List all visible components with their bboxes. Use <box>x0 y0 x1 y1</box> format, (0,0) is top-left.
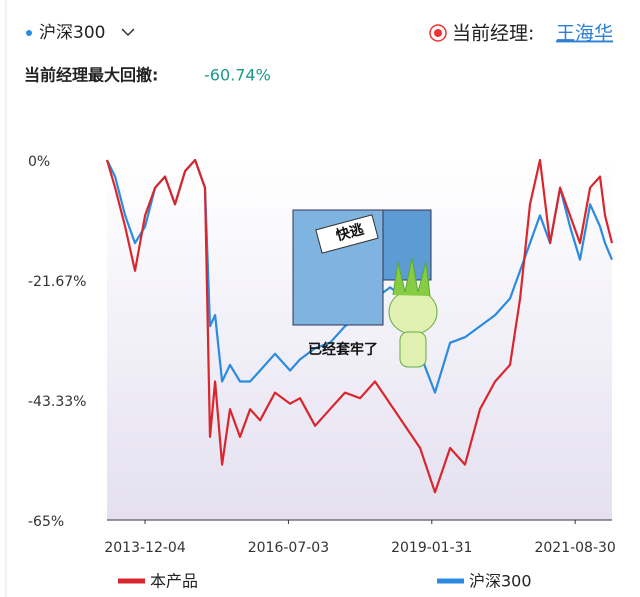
annotation: 已经套牢了 <box>308 341 378 358</box>
x-tick-label: 2021-08-30 <box>534 540 615 556</box>
y-tick-label: 0% <box>28 154 50 170</box>
legend-label: 沪深300 <box>469 572 532 591</box>
annotation: 快逃 <box>334 221 365 245</box>
x-tick-label: 2013-12-04 <box>104 540 185 556</box>
y-tick-label: -65% <box>28 514 64 530</box>
radio-dot <box>434 29 442 37</box>
manager-label: 当前经理: <box>452 23 534 45</box>
manager-link[interactable]: 王海华 <box>556 23 613 45</box>
x-tick-label: 2016-07-03 <box>248 540 329 556</box>
drawdown-label: 当前经理最大回撤: <box>24 66 158 85</box>
meme-body <box>399 331 427 368</box>
meme-grass <box>392 257 431 297</box>
y-tick-label: -21.67% <box>28 274 86 290</box>
y-tick-label: -43.33% <box>28 394 86 410</box>
x-tick-label: 2019-01-31 <box>391 540 472 556</box>
drawdown-value: -60.74% <box>204 66 271 85</box>
index-dot <box>26 30 32 36</box>
index-selector[interactable]: 沪深300 <box>39 23 105 43</box>
meme-face <box>388 289 438 335</box>
meme <box>292 209 438 368</box>
dropdown-arrow[interactable] <box>121 28 135 37</box>
legend-label: 本产品 <box>150 572 198 591</box>
series-line <box>105 158 614 494</box>
meme-sign <box>315 214 379 254</box>
